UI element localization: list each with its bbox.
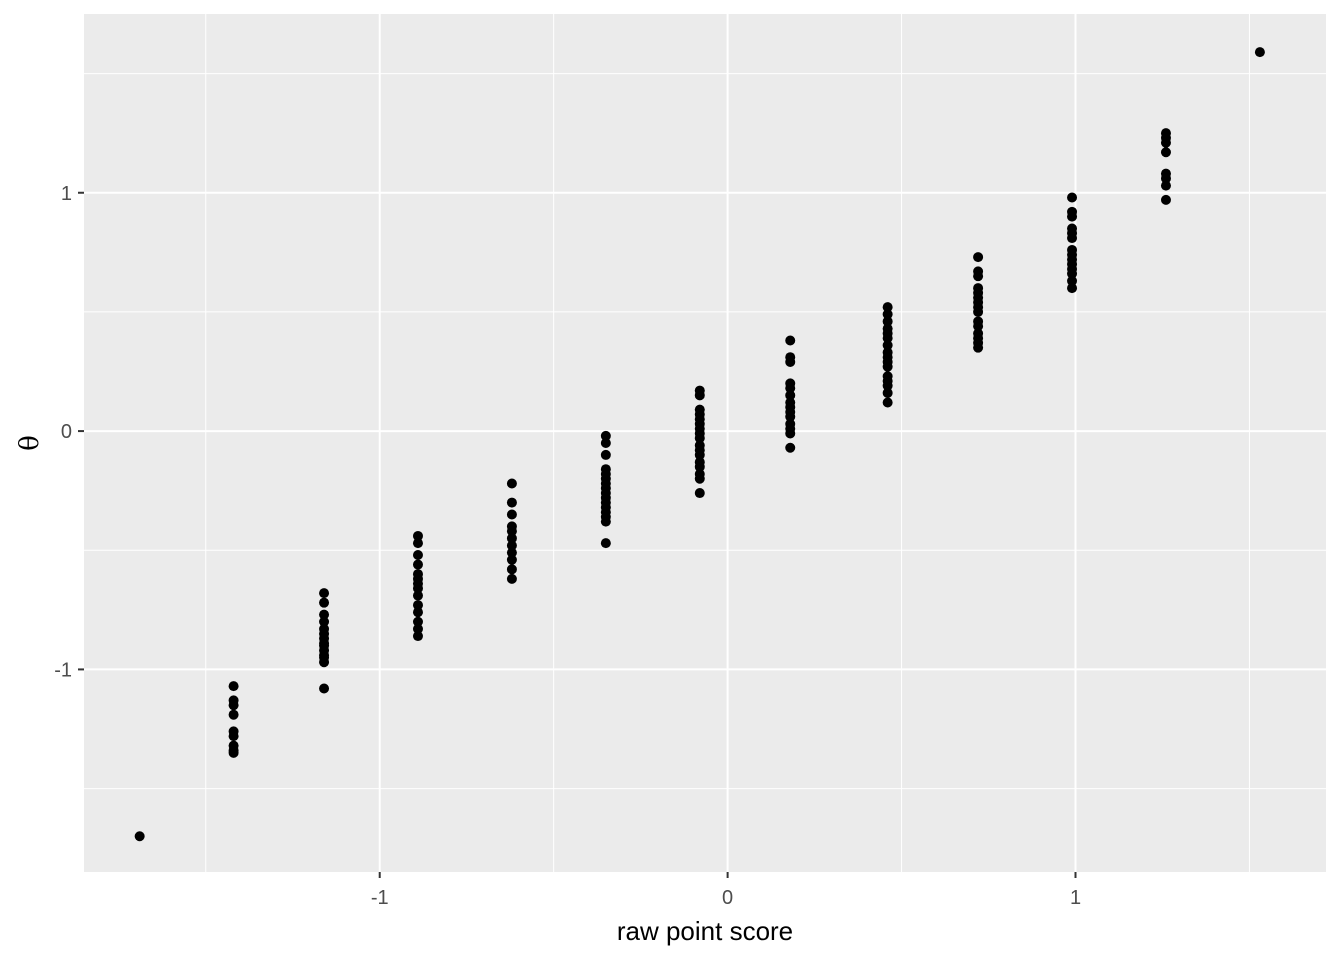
data-point — [506, 573, 517, 584]
data-point — [506, 509, 517, 520]
data-point — [1160, 194, 1171, 205]
data-point — [319, 616, 330, 627]
data-point — [882, 397, 893, 408]
y-tick-label: 1 — [61, 183, 72, 205]
data-point — [506, 533, 517, 544]
data-point — [694, 390, 705, 401]
data-point — [785, 428, 796, 439]
data-point — [412, 600, 423, 611]
x-axis: -1 0 1 — [371, 872, 1081, 909]
data-point — [785, 383, 796, 394]
data-point — [412, 631, 423, 642]
data-point — [1067, 268, 1078, 279]
data-point — [1254, 47, 1265, 58]
data-point — [600, 449, 611, 460]
data-point — [882, 361, 893, 372]
data-point — [319, 657, 330, 668]
data-point — [506, 478, 517, 489]
data-point — [506, 526, 517, 537]
data-point — [882, 340, 893, 351]
data-point — [1160, 147, 1171, 158]
data-point — [506, 497, 517, 508]
data-point — [785, 335, 796, 346]
data-point — [228, 731, 239, 742]
data-point — [1067, 211, 1078, 222]
data-point — [694, 433, 705, 444]
data-point — [506, 547, 517, 558]
data-point — [319, 588, 330, 599]
data-point — [412, 590, 423, 601]
chart-panel — [84, 14, 1326, 872]
data-point — [412, 583, 423, 594]
data-point — [694, 488, 705, 499]
data-point — [973, 306, 984, 317]
data-point — [412, 530, 423, 541]
major-gridlines — [84, 14, 1326, 872]
data-point — [785, 390, 796, 401]
data-point — [412, 559, 423, 570]
data-point — [1160, 180, 1171, 191]
data-point — [1067, 275, 1078, 286]
data-point — [506, 564, 517, 575]
data-point — [882, 309, 893, 320]
data-point — [694, 461, 705, 472]
data-point — [1067, 233, 1078, 244]
data-point — [882, 380, 893, 391]
data-point — [228, 747, 239, 758]
data-point — [882, 302, 893, 313]
data-point — [1067, 283, 1078, 294]
data-point — [412, 538, 423, 549]
data-point — [1160, 173, 1171, 184]
data-point — [600, 516, 611, 527]
data-point — [600, 438, 611, 448]
data-point — [412, 616, 423, 627]
y-axis-title: θ — [15, 435, 45, 451]
data-point — [694, 473, 705, 484]
x-tick-label: 0 — [722, 887, 733, 909]
data-point — [973, 271, 984, 282]
data-point — [412, 623, 423, 634]
data-point — [973, 252, 984, 263]
data-point — [506, 554, 517, 565]
x-tick-label: -1 — [371, 887, 389, 909]
data-point — [785, 442, 796, 453]
data-point — [1067, 192, 1078, 203]
data-point — [785, 411, 796, 422]
data-point — [600, 430, 611, 441]
data-point — [694, 449, 705, 460]
data-point — [412, 607, 423, 618]
y-axis: -1 0 1 — [54, 183, 84, 681]
data-point — [506, 540, 517, 551]
minor-gridlines — [84, 14, 1326, 872]
data-point — [228, 700, 239, 711]
data-point — [412, 550, 423, 561]
data-point — [973, 321, 984, 332]
x-axis-title: raw point score — [617, 916, 793, 946]
data-point — [785, 356, 796, 367]
data-point — [882, 333, 893, 344]
data-point — [228, 709, 239, 720]
data-point — [319, 683, 330, 694]
data-point — [973, 342, 984, 353]
x-tick-label: 1 — [1070, 887, 1081, 909]
data-point — [228, 681, 239, 692]
y-tick-label: 0 — [61, 421, 72, 443]
data-point — [134, 831, 145, 842]
y-tick-label: -1 — [54, 659, 72, 681]
data-point — [319, 609, 330, 620]
data-point — [319, 597, 330, 608]
data-point — [600, 538, 611, 549]
data-point — [882, 387, 893, 398]
data-point — [1160, 137, 1171, 148]
data-points — [134, 47, 1265, 842]
data-point — [882, 316, 893, 327]
